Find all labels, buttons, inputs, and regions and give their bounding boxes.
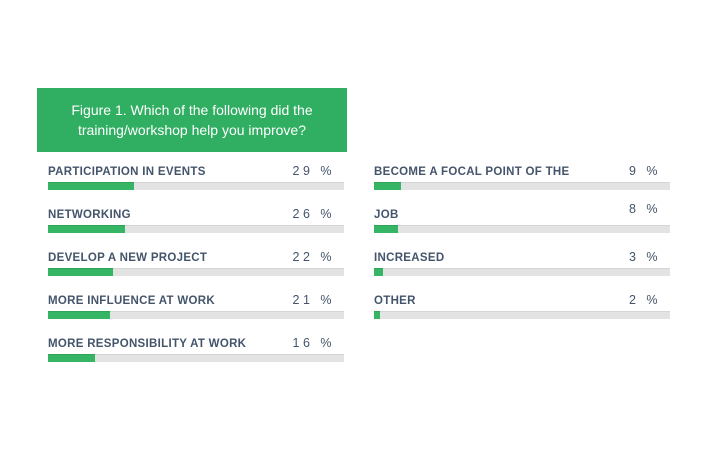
bar-row-head: INCREASED 3 % <box>374 250 670 264</box>
bar-row: JOB 8 % <box>374 202 670 250</box>
bar-label: INCREASED <box>374 252 445 264</box>
bar-track <box>48 311 344 319</box>
bar-column-right: BECOME A FOCAL POINT OF THE 9 % JOB 8 % INCR… <box>374 164 670 336</box>
bar-value-label: 8 % <box>628 202 661 216</box>
bar-fill <box>374 268 383 276</box>
bar-track <box>374 182 670 190</box>
bar-label: BECOME A FOCAL POINT OF THE <box>374 166 570 178</box>
bar-track <box>48 182 344 190</box>
bar-row-head: DEVELOP A NEW PROJECT 22 % <box>48 250 344 264</box>
bar-value-label: 2 % <box>628 293 661 307</box>
bar-value-label: 16 % <box>292 336 335 350</box>
bar-value-label: 22 % <box>292 250 335 264</box>
bar-row-head: OTHER 2 % <box>374 293 670 307</box>
bar-row-head: BECOME A FOCAL POINT OF THE 9 % <box>374 164 670 178</box>
bar-fill <box>374 182 401 190</box>
bar-label: MORE RESPONSIBILITY AT WORK <box>48 338 247 350</box>
bar-row: OTHER 2 % <box>374 293 670 336</box>
bar-label: OTHER <box>374 295 416 307</box>
bar-column-left: PARTICIPATION IN EVENTS 29 % NETWORKING 26 … <box>48 164 344 379</box>
bar-track <box>48 354 344 362</box>
bar-value-label: 26 % <box>292 207 335 221</box>
bar-label: NETWORKING <box>48 209 131 221</box>
bar-fill <box>48 182 134 190</box>
bar-row: INCREASED 3 % <box>374 250 670 293</box>
bar-row: BECOME A FOCAL POINT OF THE 9 % <box>374 164 670 207</box>
bar-value-label: 29 % <box>292 164 335 178</box>
bar-value-label: 9 % <box>628 164 661 178</box>
bar-fill <box>48 311 111 319</box>
bar-fill <box>48 354 96 362</box>
bar-fill <box>374 311 380 319</box>
bar-value-label: 21 % <box>292 293 335 307</box>
bar-row: MORE INFLUENCE AT WORK 21 % <box>48 293 344 336</box>
figure-title-box: Figure 1. Which of the following did the… <box>37 88 347 152</box>
bar-label: JOB <box>374 209 399 221</box>
bar-row: NETWORKING 26 % <box>48 207 344 250</box>
bar-row: DEVELOP A NEW PROJECT 22 % <box>48 250 344 293</box>
bar-label: PARTICIPATION IN EVENTS <box>48 166 206 178</box>
bar-value-label: 3 % <box>628 250 661 264</box>
bar-track <box>48 225 344 233</box>
bar-row-head: NETWORKING 26 % <box>48 207 344 221</box>
bar-row: MORE RESPONSIBILITY AT WORK 16 % <box>48 336 344 379</box>
bar-fill <box>48 268 114 276</box>
bar-track <box>374 225 670 233</box>
bar-row-head: JOB 8 % <box>374 202 670 221</box>
bar-row-head: PARTICIPATION IN EVENTS 29 % <box>48 164 344 178</box>
bar-label: DEVELOP A NEW PROJECT <box>48 252 208 264</box>
bar-label: MORE INFLUENCE AT WORK <box>48 295 215 307</box>
bar-row-head: MORE INFLUENCE AT WORK 21 % <box>48 293 344 307</box>
bar-track <box>48 268 344 276</box>
bar-row-head: MORE RESPONSIBILITY AT WORK 16 % <box>48 336 344 350</box>
bar-row: PARTICIPATION IN EVENTS 29 % <box>48 164 344 207</box>
figure-title: Figure 1. Which of the following did the… <box>71 102 313 138</box>
bar-track <box>374 268 670 276</box>
bar-fill <box>374 225 398 233</box>
bar-track <box>374 311 670 319</box>
bar-fill <box>48 225 125 233</box>
